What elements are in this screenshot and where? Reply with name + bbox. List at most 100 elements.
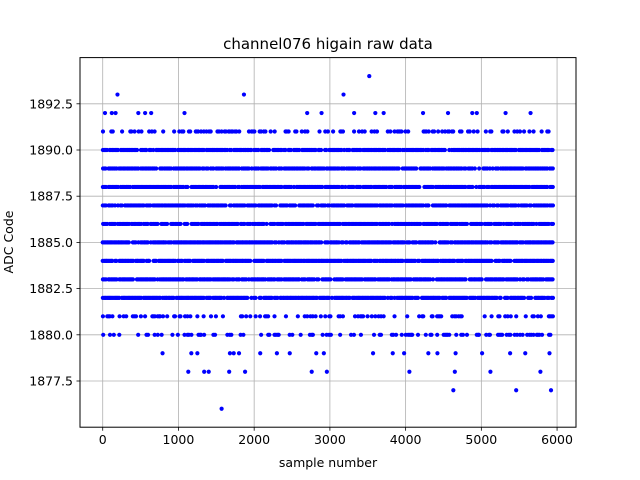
data-point — [246, 166, 251, 171]
data-point — [317, 129, 322, 134]
data-point — [447, 332, 452, 337]
data-point — [527, 129, 532, 134]
data-point — [117, 332, 122, 337]
data-point — [361, 314, 366, 319]
y-tick-label: 1890.0 — [29, 143, 73, 158]
data-point — [142, 314, 148, 319]
data-point — [198, 332, 204, 337]
data-point — [326, 295, 332, 300]
data-point — [264, 221, 269, 227]
data-point — [298, 332, 303, 337]
data-point — [344, 240, 349, 245]
data-point — [165, 314, 170, 319]
data-point — [134, 147, 140, 153]
data-point — [453, 351, 458, 356]
data-point — [220, 314, 226, 319]
data-point — [185, 184, 190, 190]
data-point — [110, 314, 115, 319]
data-point — [538, 314, 543, 319]
data-point — [159, 332, 164, 337]
data-point — [220, 258, 225, 263]
data-point — [272, 314, 277, 319]
data-point — [152, 332, 157, 337]
data-point — [293, 203, 298, 208]
data-point — [158, 314, 163, 319]
data-point — [319, 147, 324, 153]
data-point — [229, 332, 234, 337]
data-point — [515, 277, 520, 282]
data-point — [241, 332, 246, 337]
data-point — [341, 92, 346, 97]
data-point — [487, 332, 493, 337]
data-point — [147, 258, 152, 263]
data-point — [223, 203, 228, 208]
data-point — [237, 129, 242, 134]
data-point — [144, 147, 149, 153]
data-point — [212, 332, 218, 337]
data-point — [248, 314, 253, 319]
data-point — [531, 332, 536, 337]
data-point — [236, 351, 242, 356]
data-point — [325, 129, 330, 134]
data-point — [433, 240, 438, 245]
data-point — [358, 332, 364, 337]
data-point — [253, 314, 258, 319]
data-point — [497, 314, 502, 319]
data-point — [337, 221, 343, 227]
data-point — [155, 221, 160, 227]
data-point — [101, 332, 106, 337]
data-point — [136, 110, 141, 116]
data-point — [365, 314, 370, 319]
data-point — [208, 129, 213, 134]
data-point — [476, 332, 482, 337]
data-point — [120, 129, 125, 134]
data-point — [407, 369, 412, 374]
data-point — [479, 221, 484, 227]
data-point — [356, 129, 362, 134]
data-point — [494, 295, 499, 300]
data-point — [390, 351, 395, 356]
x-tick-label: 5000 — [465, 432, 497, 447]
data-point — [324, 147, 329, 153]
data-point — [112, 203, 118, 208]
data-point — [508, 332, 513, 337]
data-point — [320, 332, 325, 337]
data-point — [103, 166, 108, 171]
data-point — [340, 240, 345, 245]
x-tick-label: 3000 — [314, 432, 346, 447]
data-point — [261, 221, 266, 227]
data-point — [415, 295, 421, 300]
data-point — [351, 129, 357, 134]
data-point — [102, 110, 108, 116]
data-point — [351, 332, 357, 337]
data-point — [358, 184, 363, 190]
data-point — [195, 351, 200, 356]
data-point — [240, 314, 245, 319]
data-point — [321, 351, 326, 356]
data-point — [471, 129, 476, 134]
data-point — [318, 314, 323, 319]
data-point — [297, 147, 302, 153]
data-point — [165, 221, 170, 227]
data-point — [381, 110, 386, 116]
x-axis-label: sample number — [279, 455, 378, 470]
data-point — [242, 369, 248, 374]
data-point — [342, 203, 347, 208]
data-point — [206, 369, 211, 374]
data-point — [550, 221, 556, 227]
data-point — [266, 314, 271, 319]
data-point — [451, 129, 456, 134]
data-point — [328, 314, 333, 319]
y-tick-label: 1880.0 — [29, 327, 73, 342]
data-point — [340, 314, 346, 319]
data-point — [248, 258, 253, 263]
data-point — [283, 314, 289, 319]
data-point — [340, 277, 345, 282]
data-point — [418, 221, 423, 227]
data-point — [509, 221, 514, 227]
data-point — [201, 314, 206, 319]
data-point — [219, 406, 224, 411]
data-point — [474, 184, 479, 190]
data-point — [145, 221, 150, 227]
